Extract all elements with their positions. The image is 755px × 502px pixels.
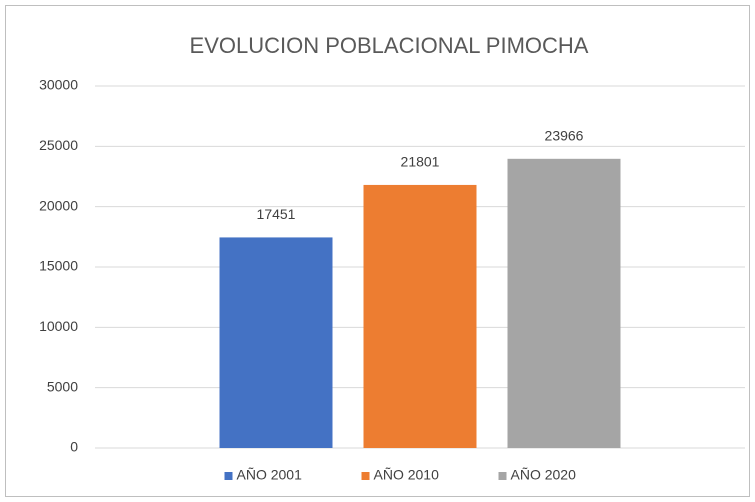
data-label: 17451	[257, 206, 296, 222]
y-tick-label: 15000	[39, 258, 78, 274]
legend-label: AÑO 2010	[374, 467, 440, 483]
bar	[219, 237, 333, 448]
legend-label: AÑO 2001	[237, 467, 303, 483]
bar	[363, 184, 477, 448]
data-label: 21801	[401, 154, 440, 170]
y-tick-label: 25000	[39, 137, 78, 153]
y-tick-label: 20000	[39, 197, 78, 213]
y-tick-label: 0	[70, 439, 78, 455]
legend-swatch	[224, 472, 233, 480]
chart-title: EVOLUCION POBLACIONAL PIMOCHA	[190, 33, 589, 58]
legend-swatch	[498, 472, 507, 480]
legend-swatch	[361, 472, 370, 480]
y-tick-label: 30000	[39, 77, 78, 93]
data-label: 23966	[545, 128, 584, 144]
legend-label: AÑO 2020	[511, 467, 577, 483]
bar	[507, 158, 621, 448]
y-tick-label: 5000	[47, 378, 78, 394]
y-tick-label: 10000	[39, 318, 78, 334]
